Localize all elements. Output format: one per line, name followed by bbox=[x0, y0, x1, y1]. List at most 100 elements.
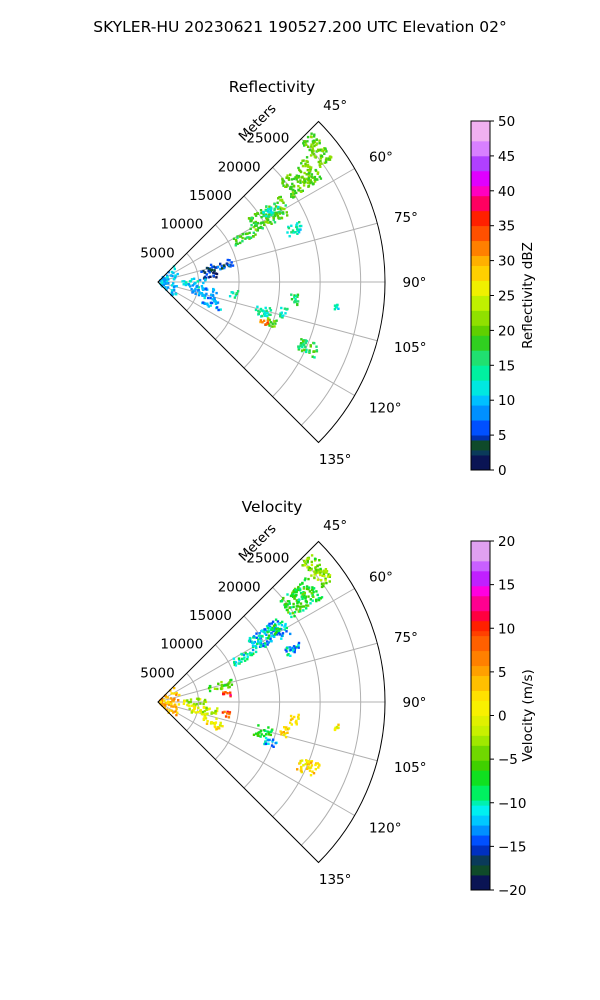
colorbar-tick-label: 25 bbox=[498, 289, 515, 305]
echo-pixel bbox=[319, 165, 322, 168]
echo-pixel bbox=[280, 311, 283, 314]
colorbar-tick-label: 20 bbox=[498, 534, 515, 550]
echo-pixel bbox=[324, 161, 328, 164]
echo-pixel bbox=[209, 296, 212, 300]
echo-pixel bbox=[325, 150, 328, 153]
echo-pixel bbox=[289, 632, 292, 636]
echo-pixel bbox=[198, 278, 202, 282]
echo-pixel bbox=[214, 302, 218, 305]
echo-pixel bbox=[175, 293, 178, 296]
echo-pixel bbox=[313, 175, 317, 179]
echo-pixel bbox=[293, 192, 296, 195]
echo-pixel bbox=[172, 277, 176, 281]
echo-pixel bbox=[209, 275, 212, 278]
echo-pixel bbox=[310, 567, 313, 571]
echo-pixel bbox=[234, 294, 238, 297]
echo-pixel bbox=[174, 274, 177, 277]
colorbar-swatch bbox=[471, 550, 490, 557]
echo-pixel bbox=[206, 302, 209, 305]
echo-pixel bbox=[292, 196, 295, 199]
echo-pixel bbox=[193, 707, 196, 710]
echo-pixel bbox=[240, 660, 243, 663]
echo-pixel bbox=[252, 231, 255, 234]
echo-pixel bbox=[210, 268, 213, 271]
echo-pixel bbox=[322, 569, 326, 572]
echo-pixel bbox=[280, 637, 283, 640]
echo-pixel bbox=[175, 707, 178, 711]
echo-pixel bbox=[273, 214, 277, 217]
echo-pixel bbox=[290, 594, 294, 597]
echo-pixel bbox=[287, 226, 291, 230]
echo-pixel bbox=[293, 296, 296, 299]
echo-pixel bbox=[191, 284, 194, 287]
echo-pixel bbox=[309, 344, 312, 347]
echo-pixel bbox=[252, 235, 255, 238]
echo-pixel bbox=[291, 612, 295, 615]
echo-pixel bbox=[260, 309, 264, 312]
echo-pixel bbox=[271, 626, 274, 630]
echo-pixel bbox=[301, 345, 304, 349]
echo-pixel bbox=[300, 338, 303, 341]
echo-pixel bbox=[306, 145, 310, 148]
echo-pixel bbox=[294, 300, 297, 303]
echo-pixel bbox=[280, 211, 283, 214]
echo-pixel bbox=[297, 345, 300, 348]
echo-pixel bbox=[252, 225, 256, 229]
echo-pixel bbox=[302, 343, 306, 347]
echo-pixel bbox=[269, 309, 273, 312]
echo-cluster bbox=[279, 306, 289, 319]
echo-pixel bbox=[189, 285, 192, 288]
echo-pixel bbox=[267, 731, 271, 734]
echo-pixel bbox=[215, 727, 218, 730]
echo-pixel bbox=[316, 578, 320, 581]
colorbar-swatch bbox=[471, 780, 490, 786]
colorbar-swatch bbox=[471, 760, 490, 766]
echo-pixel bbox=[314, 568, 318, 572]
echo-pixel bbox=[219, 724, 222, 727]
echo-pixel bbox=[303, 178, 306, 181]
echo-cluster bbox=[262, 623, 281, 640]
echo-pixel bbox=[240, 652, 243, 656]
echo-pixel bbox=[304, 143, 308, 146]
colorbar-swatch bbox=[471, 230, 490, 237]
echo-pixel bbox=[173, 267, 176, 271]
echo-pixel bbox=[244, 237, 247, 240]
echo-pixel bbox=[257, 638, 260, 641]
echo-pixel bbox=[264, 323, 267, 326]
echo-pixel bbox=[294, 646, 297, 650]
colorbar-swatch bbox=[471, 850, 490, 856]
echo-pixel bbox=[295, 191, 298, 195]
echo-pixel bbox=[300, 768, 303, 771]
echo-pixel bbox=[257, 724, 260, 727]
echo-pixel bbox=[198, 291, 201, 294]
echo-pixel bbox=[164, 286, 167, 289]
colorbar-swatch bbox=[471, 300, 490, 306]
echo-pixel bbox=[273, 221, 277, 224]
echo-pixel bbox=[208, 268, 211, 271]
echo-pixel bbox=[318, 559, 321, 562]
echo-pixel bbox=[169, 274, 173, 277]
echo-pixel bbox=[255, 646, 258, 650]
echo-pixel bbox=[257, 309, 260, 313]
echo-pixel bbox=[233, 660, 236, 664]
echo-pixel bbox=[256, 229, 259, 232]
echo-pixel bbox=[285, 630, 288, 633]
echo-pixel bbox=[254, 228, 257, 231]
echo-pixel bbox=[205, 722, 209, 725]
echo-cluster bbox=[279, 577, 324, 619]
echo-pixel bbox=[291, 646, 294, 650]
colorbar-swatch bbox=[471, 145, 490, 152]
echo-pixel bbox=[310, 574, 313, 577]
echo-pixel bbox=[322, 572, 326, 576]
echo-pixel bbox=[215, 306, 219, 309]
colorbar-swatch bbox=[471, 210, 490, 217]
echo-pixel bbox=[264, 310, 267, 314]
echo-pixel bbox=[241, 233, 244, 236]
echo-pixel bbox=[323, 574, 326, 578]
echo-pixel bbox=[312, 139, 316, 142]
echo-pixel bbox=[207, 276, 210, 279]
echo-pixel bbox=[305, 607, 308, 610]
echo-pixel bbox=[299, 589, 302, 592]
echo-pixel bbox=[287, 611, 290, 614]
echo-pixel bbox=[172, 286, 176, 289]
